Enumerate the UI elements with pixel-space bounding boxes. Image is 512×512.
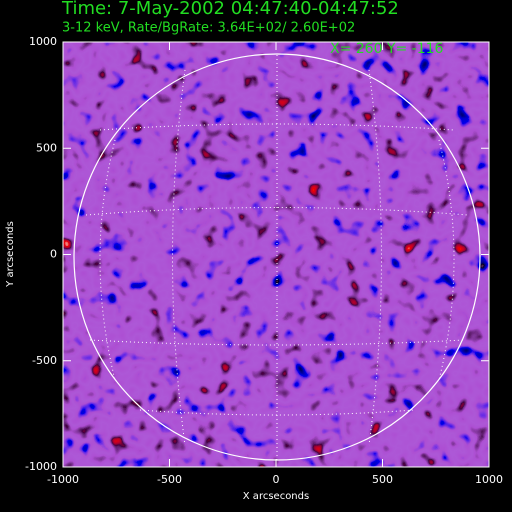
- y-tick-label: 500: [36, 141, 57, 154]
- heliographic-grid: [85, 55, 469, 460]
- y-tick-label: -1000: [25, 460, 57, 473]
- y-tick-label: -500: [32, 354, 57, 367]
- image-texture: [63, 42, 489, 467]
- y-axis-label: Y arcseconds: [5, 221, 16, 288]
- solar-limb: [73, 53, 481, 461]
- x-axis-label: X arcseconds: [243, 491, 309, 502]
- x-tick-label: -1000: [47, 473, 79, 486]
- subtitle: 3-12 keV, Rate/BgRate: 3.64E+02/ 2.60E+0…: [62, 21, 355, 36]
- x-tick-label: -500: [157, 473, 182, 486]
- y-tick-label: 1000: [29, 35, 57, 48]
- image: [63, 42, 489, 467]
- y-tick-label: 0: [50, 248, 57, 261]
- x-tick-label: 0: [273, 473, 280, 486]
- x-tick-label: 1000: [475, 473, 503, 486]
- cursor-position: X= 260 Y= -116: [330, 41, 444, 57]
- title: Time: 7-May-2002 04:47:40-04:47:52: [61, 0, 399, 19]
- x-tick-label: 500: [372, 473, 393, 486]
